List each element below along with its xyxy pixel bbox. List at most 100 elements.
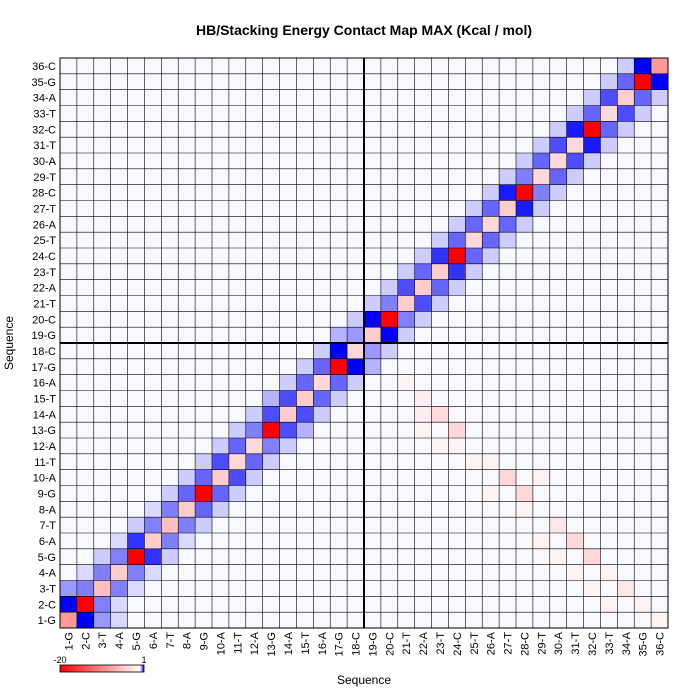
x-tick-labels: 1-G 2-C 3-T 4-A 5-G 6-A 7-T 8-A 9-G 10-A 11-T 12-A 1… — [63, 631, 666, 656]
heatmap-cell — [161, 469, 179, 486]
heatmap-cell — [380, 469, 398, 486]
heatmap-cell — [583, 612, 601, 628]
heatmap-cell — [380, 279, 398, 296]
heatmap-cell — [76, 358, 94, 375]
heatmap-cell — [93, 168, 111, 185]
heatmap-cell — [414, 279, 432, 296]
heatmap-cell — [549, 105, 567, 122]
heatmap-cell — [499, 248, 516, 264]
heatmap-cell — [532, 453, 550, 470]
heatmap-cell — [76, 153, 94, 169]
heatmap-cell — [549, 168, 567, 185]
heatmap-cell — [600, 453, 618, 470]
heatmap-cell — [566, 137, 584, 153]
heatmap-cell — [330, 358, 348, 375]
heatmap-cell — [161, 263, 179, 280]
heatmap-cell — [448, 184, 466, 201]
heatmap-cell — [127, 580, 145, 597]
x-tick-label: 18-C — [351, 632, 363, 656]
heatmap-cell — [431, 469, 449, 486]
heatmap-cell — [532, 184, 550, 201]
heatmap-cell — [583, 517, 601, 533]
heatmap-cell — [516, 406, 533, 423]
heatmap-cell — [313, 184, 331, 201]
heatmap-cell — [465, 121, 483, 138]
heatmap-cell — [228, 548, 246, 565]
heatmap-cell — [245, 105, 263, 122]
heatmap-cell — [93, 105, 111, 122]
heatmap-cell — [499, 73, 516, 90]
heatmap-cell — [60, 406, 77, 423]
heatmap-cell — [313, 168, 331, 185]
heatmap-cell — [279, 105, 297, 122]
heatmap-cell — [110, 612, 128, 628]
heatmap-cell — [499, 153, 516, 169]
heatmap-cell — [127, 168, 145, 185]
heatmap-cell — [482, 58, 500, 74]
heatmap-cell — [583, 533, 601, 549]
heatmap-cell — [144, 406, 162, 423]
heatmap-cell — [566, 438, 584, 454]
heatmap-cell — [60, 58, 77, 74]
heatmap-cell — [212, 406, 229, 423]
heatmap-cell — [195, 343, 212, 359]
heatmap-cell — [431, 248, 449, 264]
heatmap-cell — [60, 184, 77, 201]
heatmap-cell — [178, 485, 196, 502]
heatmap-cell — [380, 73, 398, 90]
heatmap-cell — [279, 168, 297, 185]
heatmap-cell — [397, 453, 415, 470]
heatmap-cell — [279, 612, 297, 628]
heatmap-cell — [617, 548, 635, 565]
heatmap-cell — [448, 453, 466, 470]
heatmap-cell — [93, 422, 111, 438]
heatmap-cell — [279, 137, 297, 153]
heatmap-cell — [397, 153, 415, 169]
heatmap-cell — [93, 121, 111, 138]
heatmap-cell — [313, 406, 331, 423]
heatmap-cell — [93, 73, 111, 90]
heatmap-cell — [364, 501, 381, 518]
heatmap-cell — [566, 453, 584, 470]
heatmap-cell — [414, 105, 432, 122]
heatmap-cell — [465, 327, 483, 343]
heatmap-cell — [110, 358, 128, 375]
heatmap-cell — [499, 137, 516, 153]
heatmap-cell — [330, 533, 348, 549]
heatmap-cell — [431, 612, 449, 628]
heatmap-cell — [110, 374, 128, 391]
heatmap-cell — [212, 73, 229, 90]
heatmap-cell — [448, 58, 466, 74]
heatmap-cell — [296, 406, 314, 423]
heatmap-cell — [93, 612, 111, 628]
heatmap-cell — [313, 374, 331, 391]
heatmap-cell — [482, 485, 500, 502]
heatmap-cell — [330, 548, 348, 565]
heatmap-cell — [76, 517, 94, 533]
heatmap-cell — [566, 89, 584, 106]
heatmap-cell — [245, 485, 263, 502]
heatmap-cell — [161, 343, 179, 359]
heatmap-cell — [76, 406, 94, 423]
heatmap-cell — [549, 216, 567, 233]
heatmap-cell — [76, 501, 94, 518]
heatmap-cell — [465, 453, 483, 470]
heatmap-cell — [380, 343, 398, 359]
heatmap-cell — [617, 469, 635, 486]
x-tick-label: 26-A — [486, 631, 498, 655]
heatmap-cell — [380, 58, 398, 74]
heatmap-cell — [634, 216, 652, 233]
heatmap-cell — [414, 200, 432, 217]
heatmap-cell — [364, 232, 381, 248]
y-tick-label: 33-T — [33, 108, 56, 120]
heatmap-cell — [634, 58, 652, 74]
heatmap-cell — [228, 358, 246, 375]
heatmap-cell — [414, 311, 432, 328]
heatmap-cell — [380, 121, 398, 138]
heatmap-cell — [195, 533, 212, 549]
heatmap-cell — [245, 216, 263, 233]
heatmap-cell — [583, 343, 601, 359]
heatmap-cell — [499, 533, 516, 549]
heatmap-cell — [380, 564, 398, 581]
heatmap-cell — [448, 327, 466, 343]
